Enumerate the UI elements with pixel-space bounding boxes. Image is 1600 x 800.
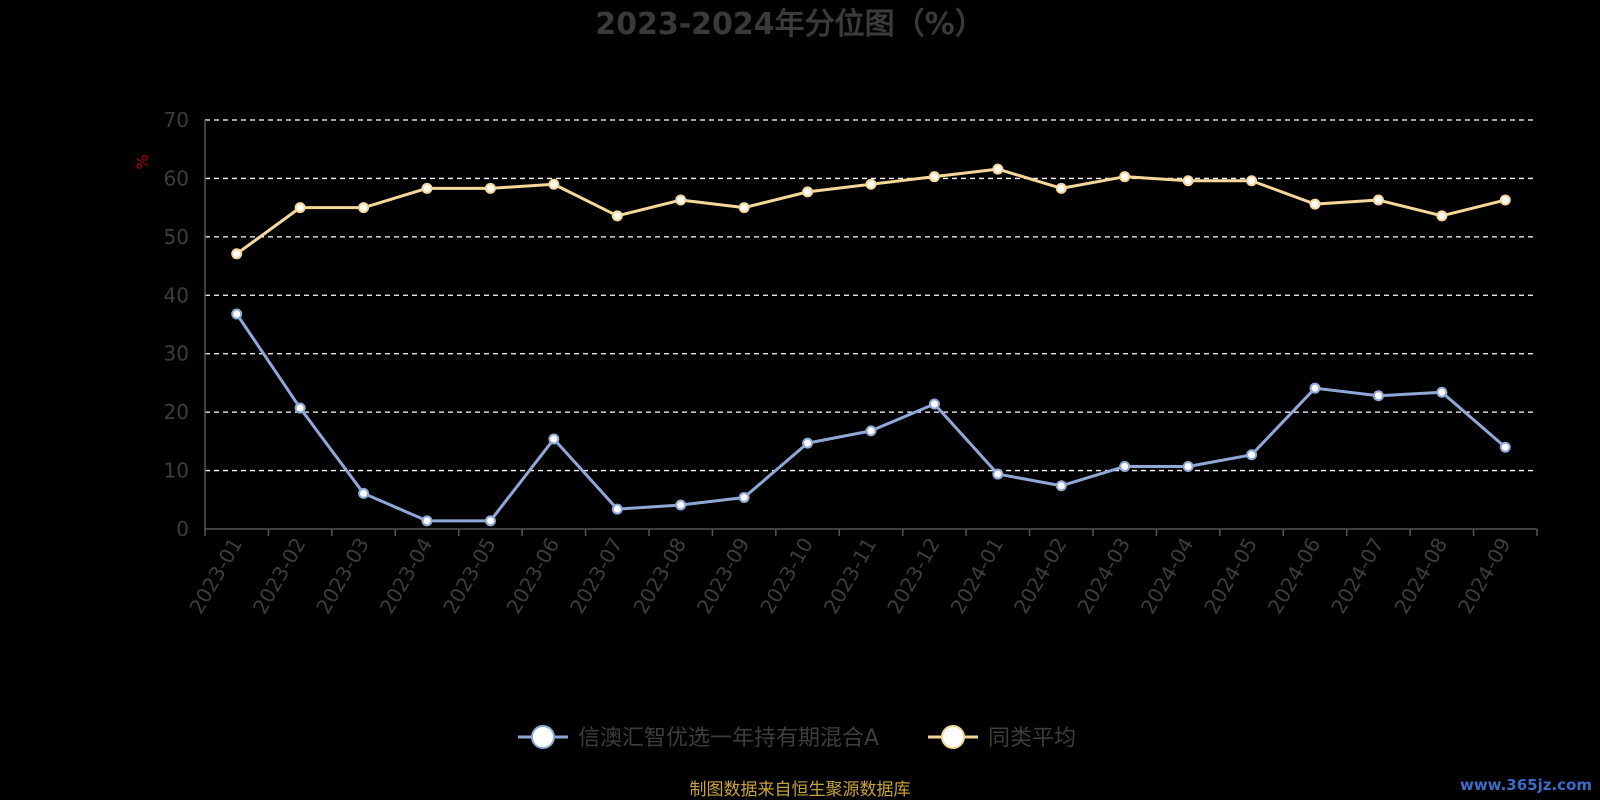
data-point[interactable]	[1246, 449, 1258, 461]
data-point[interactable]	[1119, 460, 1131, 472]
data-point[interactable]	[675, 499, 687, 511]
data-point[interactable]	[992, 468, 1004, 480]
x-tick-label: 2024-04	[1136, 534, 1199, 618]
y-tick-label: 70	[164, 108, 189, 132]
x-tick-label: 2023-03	[311, 534, 374, 618]
data-point[interactable]	[548, 433, 560, 445]
y-tick-label: 60	[164, 166, 189, 190]
legend-label: 信澳汇智优选一年持有期混合A	[578, 726, 879, 751]
data-point[interactable]	[294, 402, 306, 414]
data-point[interactable]	[1182, 175, 1194, 187]
x-tick-label: 2024-01	[946, 534, 1009, 618]
x-tick-label: 2024-05	[1199, 534, 1262, 618]
y-tick-label: 30	[164, 342, 189, 366]
legend: 信澳汇智优选一年持有期混合A 同类平均	[518, 725, 1076, 751]
y-tick-label: 50	[164, 225, 189, 249]
x-tick-label: 2024-09	[1453, 534, 1516, 618]
data-point[interactable]	[928, 171, 940, 183]
data-point[interactable]	[928, 398, 940, 410]
x-tick-label: 2023-01	[184, 534, 247, 618]
data-point[interactable]	[611, 210, 623, 222]
legend-label: 同类平均	[988, 726, 1076, 751]
chart-title: 2023-2024年分位图（%）	[595, 7, 985, 42]
series-lines	[231, 163, 1511, 527]
x-tick-label: 2023-10	[755, 534, 818, 618]
x-tick-label: 2023-04	[375, 534, 438, 618]
data-point[interactable]	[358, 202, 370, 214]
data-point[interactable]	[738, 202, 750, 214]
y-axis-label: %	[133, 154, 152, 169]
data-point[interactable]	[548, 178, 560, 190]
x-tick-label: 2023-05	[438, 534, 501, 618]
x-tick-label: 2024-07	[1326, 534, 1389, 618]
legend-marker	[941, 725, 965, 749]
data-point[interactable]	[1499, 441, 1511, 453]
data-point[interactable]	[1372, 390, 1384, 402]
data-point[interactable]	[1436, 210, 1448, 222]
x-tick-label: 2023-08	[628, 534, 691, 618]
data-point[interactable]	[421, 182, 433, 194]
legend-item[interactable]: 同类平均	[928, 725, 1076, 751]
data-point[interactable]	[1055, 182, 1067, 194]
x-tick-label: 2024-06	[1263, 534, 1326, 618]
x-tick-label: 2023-02	[248, 534, 311, 618]
data-point[interactable]	[1246, 175, 1258, 187]
series-line-0	[235, 313, 1507, 523]
legend-item[interactable]: 信澳汇智优选一年持有期混合A	[518, 725, 879, 751]
data-source-note: 制图数据来自恒生聚源数据库	[690, 780, 911, 800]
data-point[interactable]	[611, 503, 623, 515]
data-point[interactable]	[484, 515, 496, 527]
y-tick-label: 40	[164, 283, 189, 307]
data-point[interactable]	[358, 487, 370, 499]
data-point[interactable]	[1499, 194, 1511, 206]
data-point[interactable]	[1309, 382, 1321, 394]
grid-lines	[205, 119, 1537, 472]
data-point[interactable]	[294, 202, 306, 214]
x-tick-label: 2023-09	[692, 534, 755, 618]
data-point[interactable]	[865, 425, 877, 437]
axes	[204, 120, 1538, 536]
data-point[interactable]	[1436, 386, 1448, 398]
data-point[interactable]	[1309, 198, 1321, 210]
data-point[interactable]	[802, 437, 814, 449]
data-point[interactable]	[484, 182, 496, 194]
data-point[interactable]	[421, 515, 433, 527]
y-tick-labels: 0 10 20 30 40 50 60 70	[164, 108, 189, 541]
data-point[interactable]	[231, 308, 243, 320]
x-tick-label: 2024-08	[1390, 534, 1453, 618]
watermark: www.365jz.com	[1460, 776, 1592, 794]
x-tick-label: 2024-03	[1072, 534, 1135, 618]
data-point[interactable]	[1119, 171, 1131, 183]
data-point[interactable]	[1182, 460, 1194, 472]
data-point[interactable]	[231, 248, 243, 260]
y-tick-label: 10	[164, 459, 189, 483]
data-point[interactable]	[1055, 480, 1067, 492]
data-point[interactable]	[1372, 194, 1384, 206]
x-tick-label: 2024-02	[1009, 534, 1072, 618]
x-tick-label: 2023-07	[565, 534, 628, 618]
data-point[interactable]	[738, 491, 750, 503]
data-point[interactable]	[675, 194, 687, 206]
data-point[interactable]	[865, 178, 877, 190]
y-tick-label: 0	[176, 517, 189, 541]
x-tick-label: 2023-11	[819, 534, 882, 618]
data-point[interactable]	[802, 186, 814, 198]
data-point[interactable]	[992, 163, 1004, 175]
x-tick-label: 2023-12	[882, 534, 945, 618]
x-tick-label: 2023-06	[502, 534, 565, 618]
legend-marker	[531, 725, 555, 749]
x-tick-labels: 2023-01 2023-02 2023-03 2023-04 2023-05 2023-…	[184, 534, 1515, 618]
y-tick-label: 20	[164, 400, 189, 424]
